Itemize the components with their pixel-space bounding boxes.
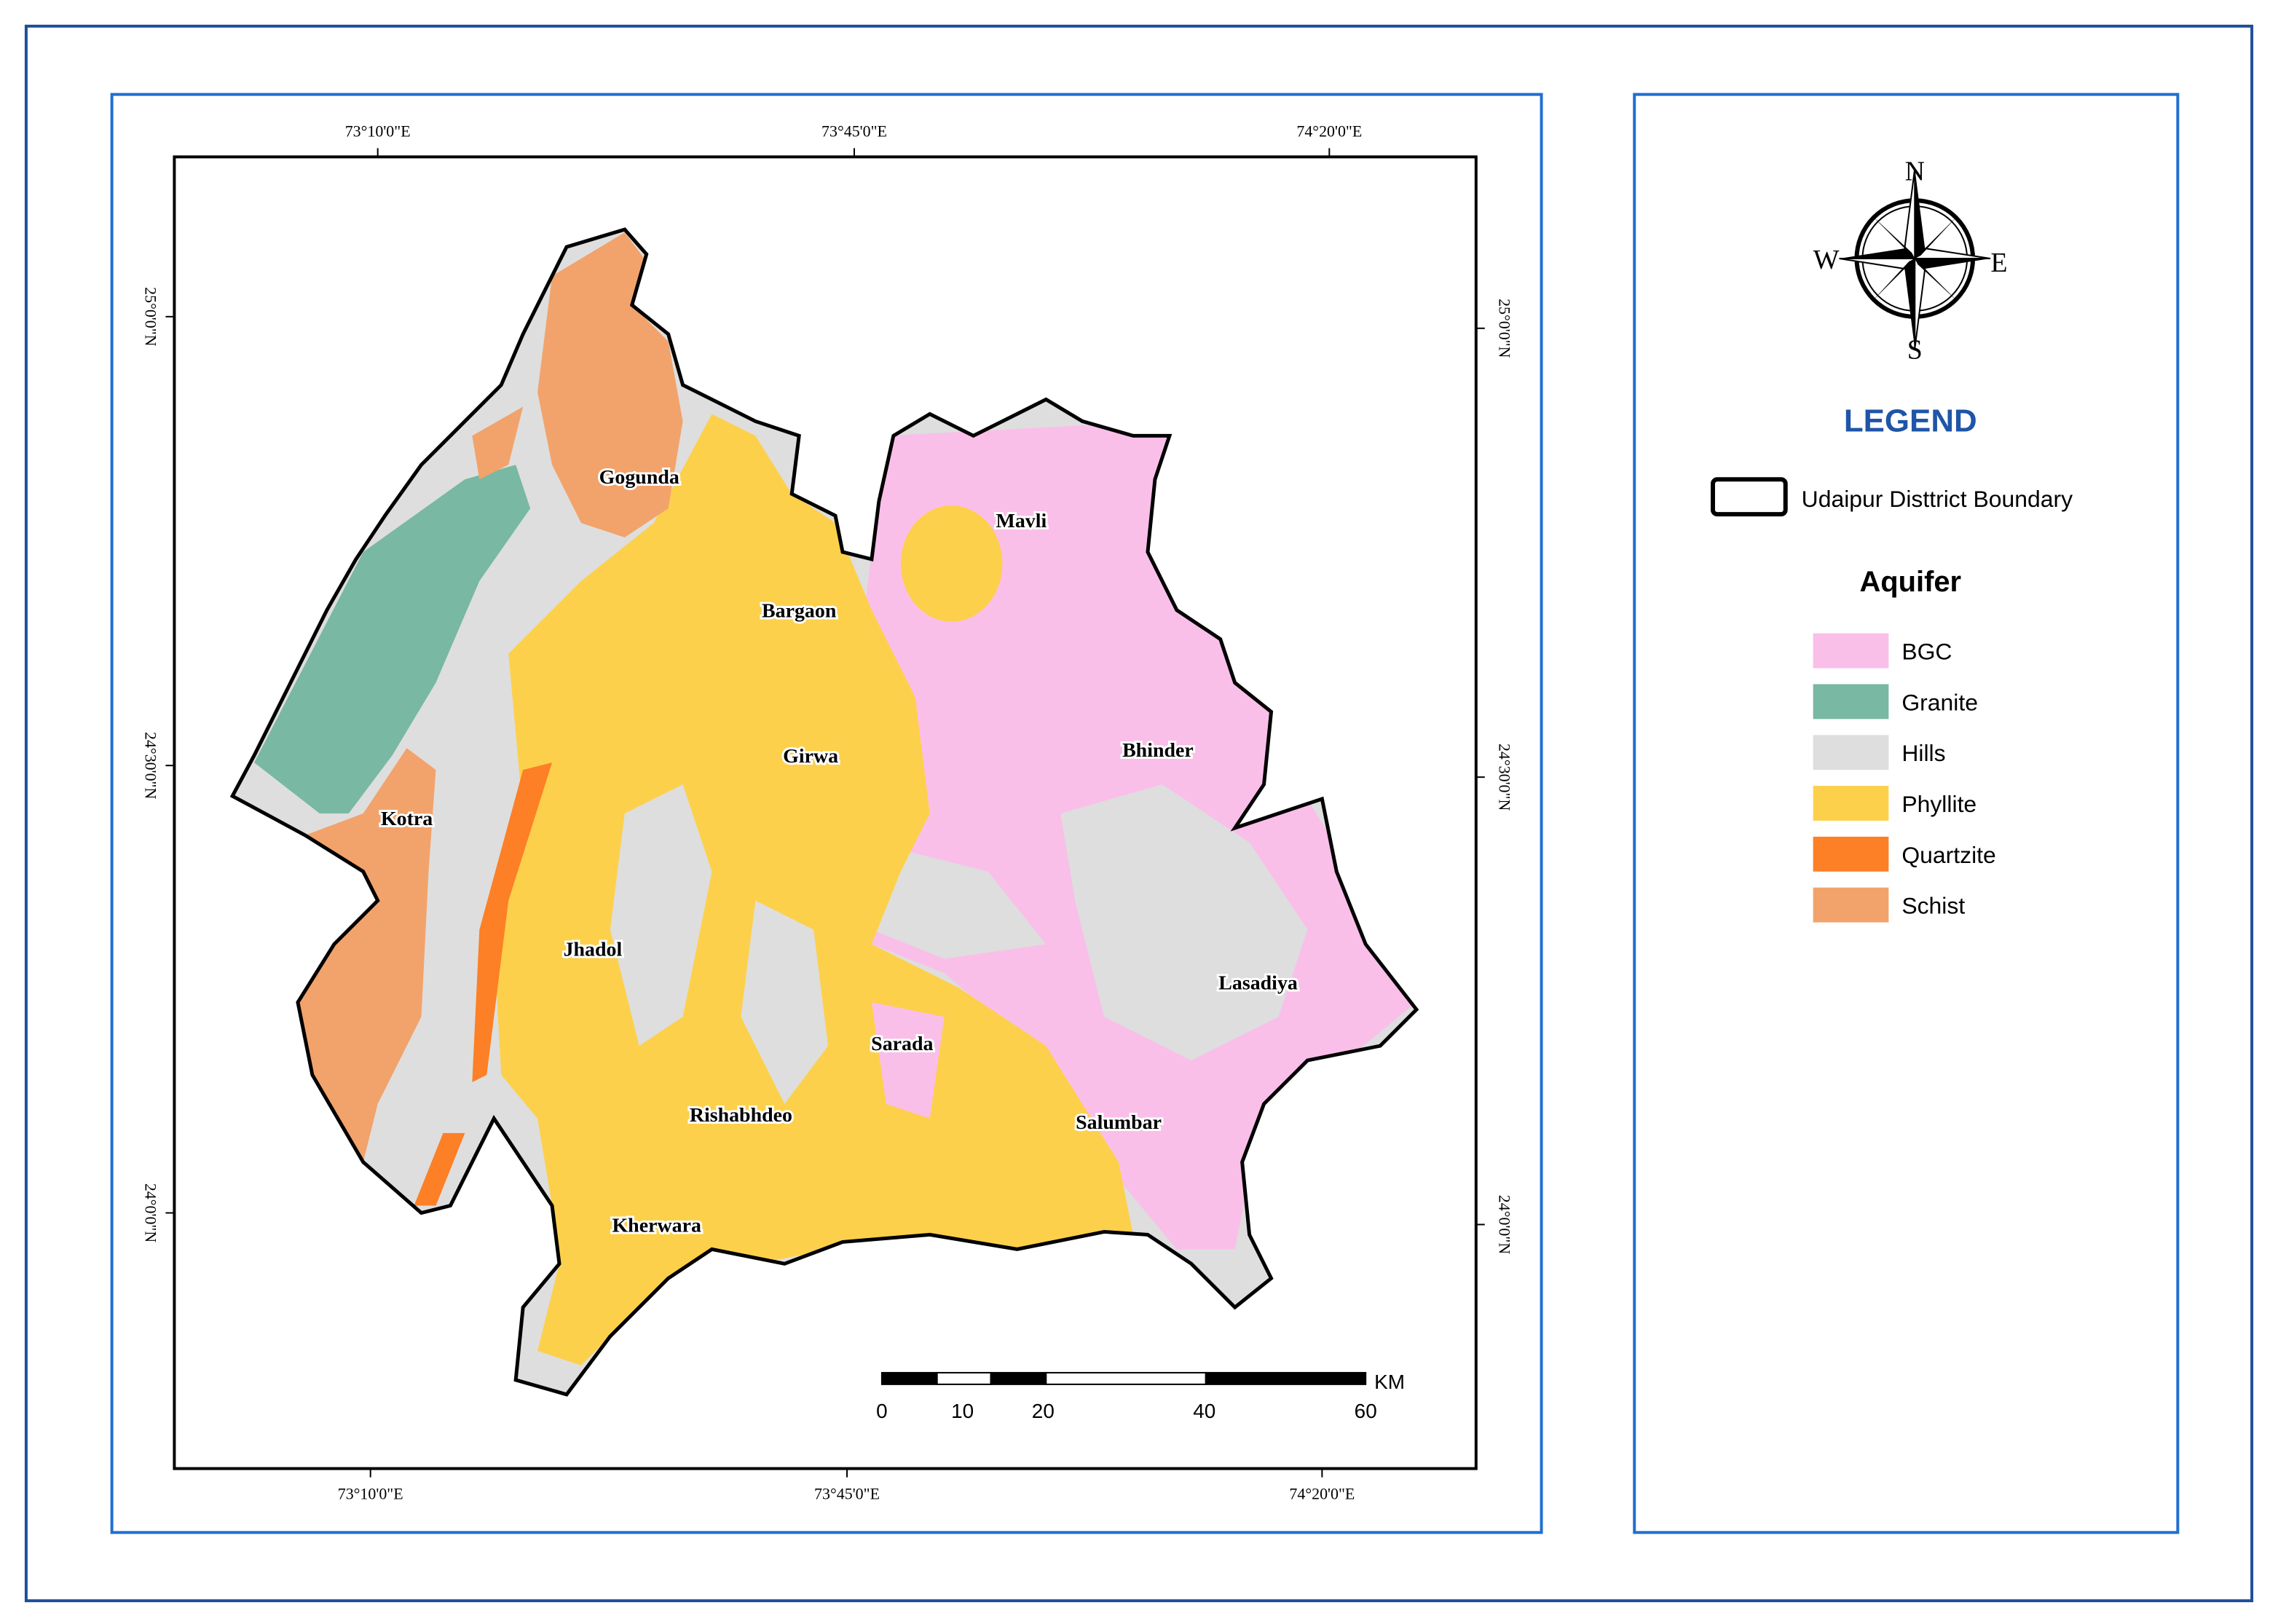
scale-label: 20 bbox=[1032, 1400, 1055, 1422]
scale-label: 0 bbox=[876, 1400, 888, 1422]
latitude-label: 24°30'0"N bbox=[141, 732, 159, 800]
legend-items: BGC Granite Hills Phyllite Quartzite Schist bbox=[1813, 633, 1996, 923]
longitude-label: 74°20'0"E bbox=[1289, 1484, 1355, 1502]
legend-swatch bbox=[1813, 786, 1889, 821]
place-label: Sarada bbox=[871, 1033, 933, 1055]
place-label: Mavli bbox=[996, 510, 1047, 532]
aquifer-zone bbox=[610, 784, 712, 1046]
longitude-label: 73°45'0"E bbox=[821, 122, 887, 140]
longitude-label: 74°20'0"E bbox=[1296, 122, 1362, 140]
boundary-swatch bbox=[1710, 477, 1788, 517]
aquifer-zone bbox=[254, 465, 531, 813]
compass-east: E bbox=[1990, 248, 2007, 278]
aquifer-zone bbox=[900, 505, 1003, 622]
legend-swatch bbox=[1813, 633, 1889, 669]
aquifer-zone bbox=[871, 1002, 945, 1119]
longitude-label: 73°10'0"E bbox=[338, 1484, 403, 1502]
scale-segment bbox=[1045, 1371, 1207, 1385]
aquifer-zone bbox=[871, 842, 1047, 959]
place-label: Kotra bbox=[381, 808, 433, 830]
place-label: Bhinder bbox=[1122, 739, 1194, 762]
aquifer-zone bbox=[472, 406, 524, 480]
legend-label: Granite bbox=[1901, 689, 1978, 715]
place-label: Lasadiya bbox=[1218, 971, 1298, 994]
aquifer-zone bbox=[537, 232, 683, 538]
aquifer-title: Aquifer bbox=[1860, 566, 1962, 598]
aquifer-zone bbox=[494, 414, 1134, 1365]
legend-label: Hills bbox=[1901, 740, 1945, 766]
map bbox=[229, 227, 1419, 1397]
aquifer-zone bbox=[414, 1132, 465, 1206]
legend-label: Schist bbox=[1901, 893, 1965, 919]
scale-bar: 0 10 20 40 60 KM bbox=[876, 1371, 1405, 1422]
legend-panel bbox=[1633, 92, 2180, 1534]
legend-swatch bbox=[1813, 735, 1889, 770]
compass-north: N bbox=[1905, 156, 1925, 186]
scale-label: 10 bbox=[951, 1400, 974, 1422]
scale-label: 40 bbox=[1193, 1400, 1215, 1422]
latitude-label: 25°0'0"N bbox=[1496, 299, 1514, 358]
aquifer-zone bbox=[741, 900, 829, 1104]
place-label: Bargaon bbox=[762, 600, 837, 623]
scale-segment bbox=[880, 1371, 938, 1385]
aquifer-zone bbox=[1060, 784, 1308, 1061]
latitude-label: 24°0'0"N bbox=[141, 1183, 159, 1243]
legend-label: Phyllite bbox=[1901, 791, 1976, 817]
longitude-label: 73°10'0"E bbox=[345, 122, 411, 140]
legend-swatch bbox=[1813, 887, 1889, 923]
coordinate-labels: 73°10'0"E 73°45'0"E 74°20'0"E 73°10'0"E 73°4… bbox=[141, 122, 1513, 1502]
scale-segment bbox=[990, 1371, 1047, 1385]
scale-label: 60 bbox=[1355, 1400, 1377, 1422]
place-label: Kherwara bbox=[612, 1214, 701, 1237]
place-label: Girwa bbox=[783, 745, 838, 768]
latitude-label: 24°30'0"N bbox=[1496, 744, 1514, 811]
compass-south: S bbox=[1907, 335, 1923, 366]
place-labels: Gogunda Mavli Bargaon Girwa Bhinder Kotra Jhad… bbox=[379, 464, 1300, 1239]
aquifer-zones bbox=[232, 229, 1417, 1395]
district-boundary bbox=[229, 227, 1419, 1397]
legend-swatch bbox=[1813, 684, 1889, 720]
legend-swatch bbox=[1813, 836, 1889, 872]
legend-label: Quartzite bbox=[1901, 842, 1995, 868]
boundary-label: Udaipur Disttrict Boundary bbox=[1802, 486, 2073, 512]
longitude-label: 73°45'0"E bbox=[814, 1484, 880, 1502]
place-label: Jhadol bbox=[564, 938, 623, 961]
place-label: Rishabhdeo bbox=[690, 1104, 792, 1127]
place-label: Salumbar bbox=[1076, 1111, 1162, 1134]
scale-segment bbox=[1205, 1371, 1367, 1385]
aquifer-zone bbox=[472, 762, 553, 1083]
scale-segment bbox=[936, 1371, 992, 1385]
outer-frame bbox=[24, 24, 2254, 1603]
place-label: Gogunda bbox=[599, 466, 679, 489]
legend-title: LEGEND bbox=[1844, 403, 1977, 438]
legend-label: BGC bbox=[1901, 639, 1952, 665]
latitude-label: 24°0'0"N bbox=[1496, 1195, 1514, 1255]
scale-unit: KM bbox=[1374, 1371, 1405, 1393]
compass-west: W bbox=[1813, 245, 1840, 275]
latitude-label: 25°0'0"N bbox=[141, 287, 159, 347]
